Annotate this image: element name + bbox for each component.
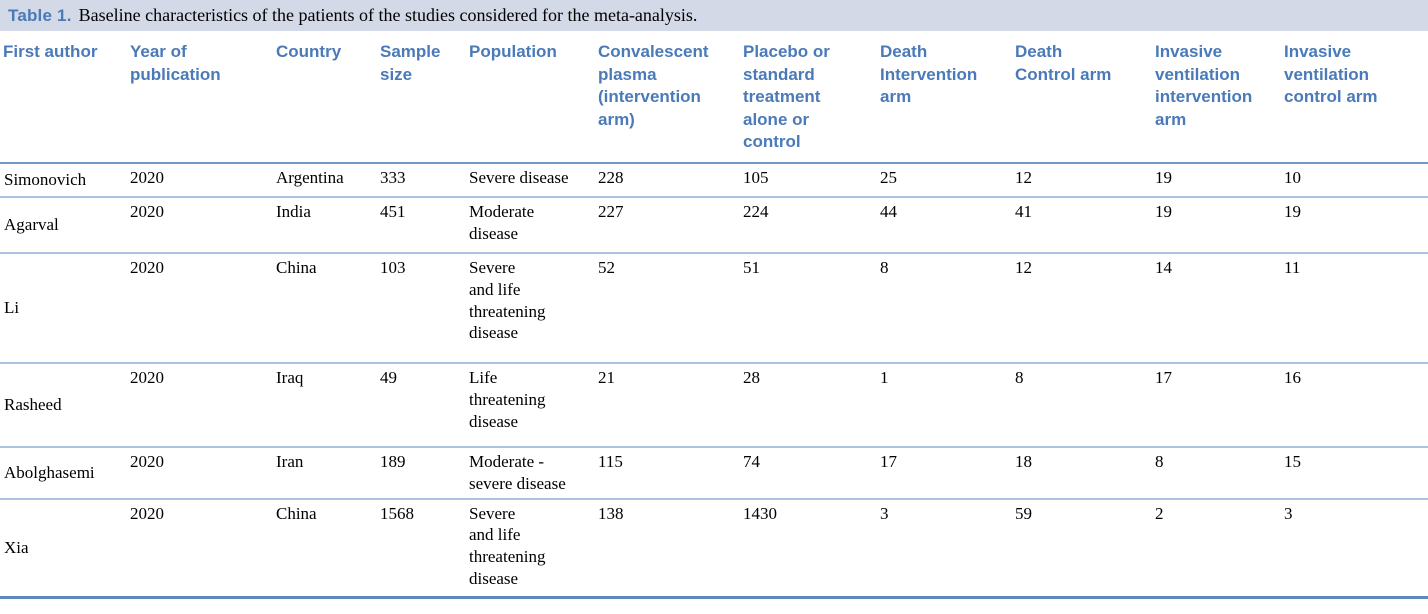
cell-convalescent-plasma: 115 [598,452,623,472]
cell-death-intervention: 1 [880,368,889,388]
cell-death-control: 12 [1015,258,1032,278]
table-caption-label: Table 1. [8,5,72,25]
cell-death-intervention: 3 [880,503,889,523]
column-header-invasive-vent-control: Invasive ventilation control arm [1284,42,1378,107]
cell-death-intervention: 25 [880,168,897,188]
table-caption-band: Table 1. Baseline characteristics of the… [0,0,1428,31]
baseline-characteristics-table: First author Year of publication Country… [0,31,1428,599]
cell-convalescent-plasma: 21 [598,368,615,388]
cell-first-author: Simonovich [4,170,87,190]
column-header-death-intervention: Death Intervention arm [880,42,978,107]
cell-death-control: 41 [1015,202,1032,222]
cell-population: Severe and life threatening disease [469,503,546,588]
cell-placebo-control: 51 [743,258,760,278]
cell-population: Severe disease [469,168,569,188]
table-row: Li 2020 China 103 Severe and life threat… [0,253,1428,364]
cell-invasive-vent-intervention: 8 [1155,452,1164,472]
column-header-convalescent-plasma: Convalescent plasma (intervention arm) [598,42,709,129]
cell-sample-size: 333 [380,168,406,188]
cell-year: 2020 [130,168,164,188]
table-row: Abolghasemi 2020 Iran 189 Moderate - sev… [0,447,1428,499]
cell-country: India [276,202,311,222]
cell-death-control: 18 [1015,452,1032,472]
cell-death-control: 59 [1015,503,1032,523]
cell-invasive-vent-control: 10 [1284,168,1301,188]
column-header-invasive-vent-intervention: Invasive ventilation intervention arm [1155,42,1253,129]
cell-placebo-control: 74 [743,452,760,472]
table-row: Agarval 2020 India 451 Moderate disease … [0,197,1428,254]
cell-population: Life threatening disease [469,368,546,431]
table-row: Xia 2020 China 1568 Severe and life thre… [0,499,1428,598]
cell-placebo-control: 224 [743,202,769,222]
cell-death-control: 8 [1015,368,1024,388]
cell-population: Moderate disease [469,202,535,243]
cell-first-author: Xia [4,537,29,557]
cell-death-intervention: 8 [880,258,889,278]
cell-sample-size: 103 [380,258,406,278]
cell-sample-size: 49 [380,368,397,388]
cell-country: Iran [276,452,304,472]
cell-invasive-vent-intervention: 14 [1155,258,1172,278]
cell-invasive-vent-intervention: 2 [1155,503,1164,523]
cell-sample-size: 451 [380,202,406,222]
cell-convalescent-plasma: 227 [598,202,624,222]
cell-invasive-vent-intervention: 17 [1155,368,1172,388]
cell-year: 2020 [130,368,164,388]
cell-invasive-vent-control: 3 [1284,503,1293,523]
cell-placebo-control: 105 [743,168,769,188]
cell-country: China [276,503,317,523]
cell-invasive-vent-control: 11 [1284,258,1301,278]
cell-invasive-vent-control: 15 [1284,452,1301,472]
cell-convalescent-plasma: 228 [598,168,624,188]
cell-country: Argentina [276,168,344,188]
column-header-country: Country [276,42,342,61]
cell-sample-size: 1568 [380,503,414,523]
header-row: First author Year of publication Country… [0,31,1428,164]
cell-convalescent-plasma: 52 [598,258,615,278]
cell-year: 2020 [130,503,164,523]
cell-country: China [276,258,317,278]
cell-sample-size: 189 [380,452,406,472]
cell-country: Iraq [276,368,304,388]
column-header-sample-size: Sample size [380,42,441,84]
column-header-death-control: Death Control arm [1015,42,1112,84]
cell-year: 2020 [130,452,164,472]
table-caption-text: Baseline characteristics of the patients… [78,5,698,25]
table-row: Rasheed 2020 Iraq 49 Life threatening di… [0,363,1428,448]
column-header-placebo-control: Placebo or standard treatment alone or c… [743,42,830,152]
table-row: Simonovich 2020 Argentina 333 Severe dis… [0,163,1428,198]
cell-invasive-vent-control: 19 [1284,202,1301,222]
cell-placebo-control: 1430 [743,503,777,523]
cell-invasive-vent-intervention: 19 [1155,168,1172,188]
cell-year: 2020 [130,202,164,222]
column-header-first-author: First author [3,42,98,61]
cell-population: Moderate - severe disease [469,452,566,493]
column-header-population: Population [469,42,557,61]
column-header-year: Year of publication [130,42,221,84]
cell-placebo-control: 28 [743,368,760,388]
cell-first-author: Abolghasemi [4,462,95,482]
cell-death-intervention: 17 [880,452,897,472]
cell-first-author: Li [4,298,20,318]
cell-year: 2020 [130,258,164,278]
cell-death-intervention: 44 [880,202,897,222]
cell-invasive-vent-control: 16 [1284,368,1301,388]
cell-population: Severe and life threatening disease [469,258,546,343]
cell-first-author: Agarval [4,215,59,235]
cell-death-control: 12 [1015,168,1032,188]
cell-invasive-vent-intervention: 19 [1155,202,1172,222]
cell-convalescent-plasma: 138 [598,503,624,523]
cell-first-author: Rasheed [4,395,62,415]
